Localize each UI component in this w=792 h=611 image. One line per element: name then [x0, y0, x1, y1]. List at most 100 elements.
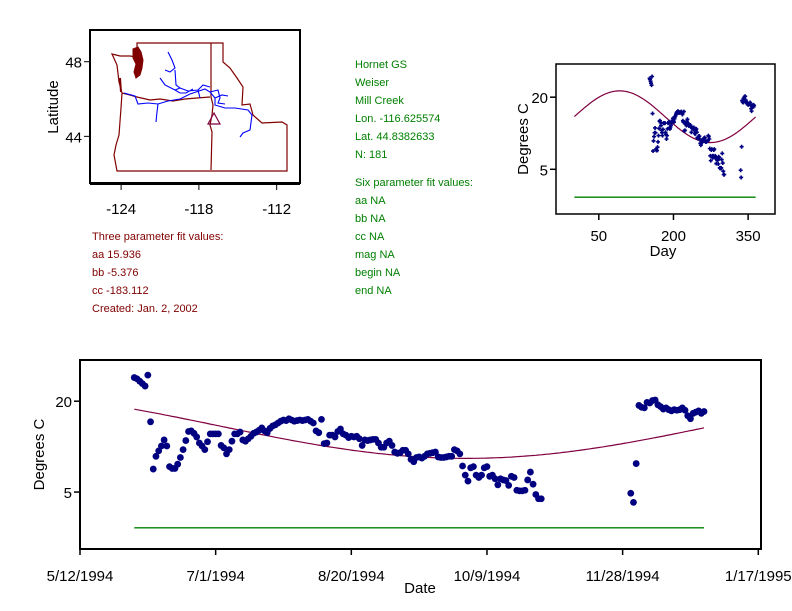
- data-point: [719, 165, 724, 170]
- data-point: [632, 460, 640, 467]
- six-param-aa: aa NA: [355, 195, 386, 207]
- data-point: [470, 463, 477, 471]
- three-param-panel: Three parameter fit values: aa 15.936 bb…: [92, 228, 223, 318]
- data-point: [712, 147, 717, 152]
- data-point: [478, 471, 485, 479]
- data-point: [461, 471, 469, 479]
- data-point: [483, 463, 491, 471]
- y-tick-label: 5: [64, 485, 72, 502]
- data-point: [700, 408, 708, 415]
- data-point: [655, 148, 660, 153]
- data-point: [356, 435, 363, 443]
- data-point: [697, 137, 702, 141]
- data-point: [687, 415, 694, 423]
- latitude: Lat. 44.8382633: [355, 131, 435, 143]
- data-point: [315, 429, 323, 437]
- data-point: [698, 143, 703, 148]
- data-point: [147, 418, 154, 426]
- plot-frame: [555, 63, 776, 215]
- data-point: [182, 437, 190, 444]
- data-point: [702, 135, 707, 140]
- data-point: [739, 175, 744, 180]
- coast-inlet: [119, 77, 122, 93]
- y-tick-label: 20: [531, 90, 548, 107]
- map-y-tick-label: 44: [65, 129, 82, 146]
- data-point: [656, 139, 661, 144]
- map-y-tick-label: 48: [65, 55, 82, 72]
- fit-curve: [574, 90, 756, 144]
- plot-frame: [79, 359, 762, 550]
- created-date: Created: Jan. 2, 2002: [92, 303, 198, 315]
- data-point: [739, 144, 744, 149]
- data-point: [651, 149, 656, 154]
- station-marker-triangle: [206, 111, 222, 125]
- data-point: [720, 151, 725, 156]
- data-point: [358, 442, 366, 449]
- data-point: [664, 133, 669, 138]
- basin-name: Weiser: [355, 77, 390, 89]
- data-point: [694, 126, 699, 131]
- y-tick-label: 20: [55, 394, 72, 411]
- x-axis-label: Date: [404, 580, 436, 597]
- data-point: [749, 109, 754, 114]
- data-point: [640, 404, 648, 412]
- data-point: [524, 476, 532, 484]
- data-point: [681, 406, 689, 414]
- data-point: [689, 130, 694, 135]
- three-param-cc: cc -183.112: [92, 285, 149, 297]
- data-point: [526, 468, 534, 476]
- date-plot: 5/12/1994 7/1/1994 8/20/1994 10/9/1994 11/28…: [31, 359, 792, 597]
- data-point: [491, 475, 499, 483]
- x-tick-label: 50: [590, 228, 607, 245]
- data-point: [694, 130, 699, 135]
- x-tick-label: 11/28/1994: [586, 568, 660, 585]
- y-axis-label: Degrees C: [515, 103, 532, 175]
- data-point: [685, 117, 690, 122]
- day-of-year-plot: 50 200 350 20 5 Day Degrees C: [515, 63, 776, 260]
- data-point: [456, 450, 464, 458]
- data-point: [651, 138, 656, 143]
- data-point: [653, 125, 658, 130]
- x-tick-label: 350: [736, 228, 761, 245]
- data-point: [228, 437, 236, 445]
- map-x-tick-label: -112: [262, 201, 291, 218]
- x-tick-label: 10/9/1994: [454, 568, 521, 585]
- sample-count: N: 181: [355, 149, 388, 161]
- data-point: [680, 112, 685, 117]
- six-param-begin: begin NA: [355, 267, 401, 279]
- data-point: [720, 161, 725, 166]
- data-point: [510, 474, 518, 481]
- data-point: [721, 169, 726, 174]
- data-point: [715, 158, 720, 163]
- rivers: [123, 51, 253, 138]
- data-point: [719, 157, 724, 162]
- y-axis-label: Degrees C: [31, 418, 48, 490]
- data-point: [179, 446, 187, 454]
- data-point: [214, 430, 222, 438]
- x-tick-label: 1/17/1995: [725, 568, 792, 585]
- data-point: [681, 109, 686, 114]
- data-point: [741, 100, 746, 105]
- data-point: [160, 436, 168, 444]
- x-tick-label: 5/12/1994: [47, 568, 114, 585]
- stream-name: Mill Creek: [355, 95, 404, 107]
- data-point: [521, 486, 529, 494]
- data-point: [650, 74, 655, 79]
- data-point: [404, 450, 412, 458]
- six-param-mag: mag NA: [355, 249, 395, 261]
- data-point: [664, 137, 669, 141]
- data-point: [225, 446, 233, 454]
- three-param-title: Three parameter fit values:: [92, 231, 224, 243]
- data-point: [236, 428, 244, 436]
- three-param-aa: aa 15.936: [92, 249, 141, 261]
- data-point: [650, 111, 655, 116]
- data-point: [176, 454, 184, 461]
- data-point: [656, 133, 661, 138]
- puget-sound: [132, 46, 144, 79]
- data-point: [309, 419, 317, 427]
- data-point: [220, 444, 228, 452]
- data-point: [743, 94, 748, 99]
- data-point: [174, 460, 182, 468]
- data-point: [671, 120, 676, 125]
